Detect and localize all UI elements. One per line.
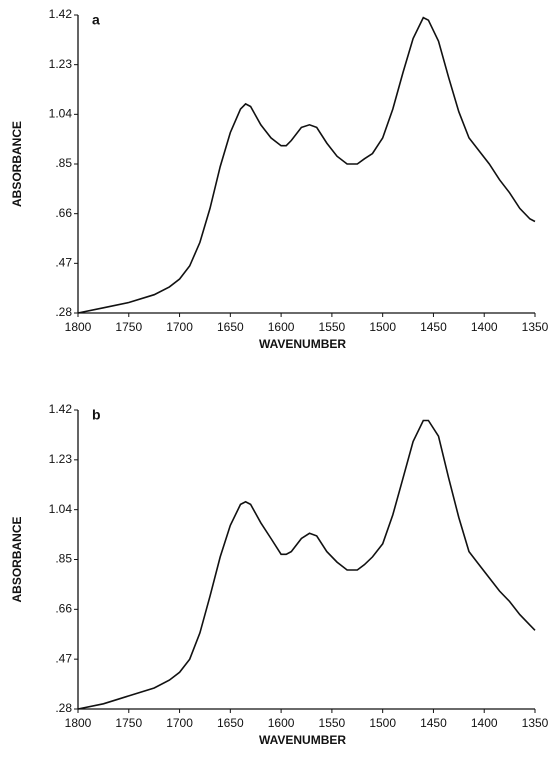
y-tick-label: .28 [55,701,72,715]
y-tick-label: 1.42 [49,7,73,21]
panel-label: b [92,407,101,423]
y-tick-label: .47 [55,256,72,270]
y-tick-label: .85 [55,156,72,170]
x-tick-label: 1600 [268,716,295,730]
y-tick-label: .66 [55,206,72,220]
y-tick-label: 1.04 [49,107,73,121]
y-axis-title: ABSORBANCE [10,121,24,207]
x-tick-label: 1600 [268,320,295,334]
x-tick-label: 1350 [522,320,549,334]
x-tick-label: 1700 [166,716,193,730]
y-tick-label: .28 [55,305,72,319]
panel-label: a [92,12,100,28]
x-tick-label: 1550 [319,716,346,730]
y-tick-label: 1.42 [49,402,73,416]
y-tick-label: 1.04 [49,502,73,516]
y-tick-label: .66 [55,602,72,616]
x-tick-label: 1550 [319,320,346,334]
y-tick-label: 1.23 [49,57,73,71]
x-tick-label: 1650 [217,320,244,334]
spectrum-line [77,419,536,710]
y-tick-label: .47 [55,651,72,665]
x-tick-label: 1450 [420,320,447,334]
spectrum-line [77,16,536,314]
y-tick-label: .85 [55,552,72,566]
x-tick-label: 1700 [166,320,193,334]
x-tick-label: 1350 [522,716,549,730]
x-tick-label: 1750 [115,320,142,334]
x-tick-label: 1800 [65,716,92,730]
x-tick-label: 1800 [65,320,92,334]
x-tick-label: 1500 [369,320,396,334]
x-tick-label: 1650 [217,716,244,730]
x-tick-label: 1450 [420,716,447,730]
x-tick-label: 1500 [369,716,396,730]
x-axis-title: WAVENUMBER [259,733,346,747]
x-tick-label: 1400 [471,716,498,730]
x-tick-label: 1400 [471,320,498,334]
x-tick-label: 1750 [115,716,142,730]
y-axis-title: ABSORBANCE [10,516,24,602]
x-axis-title: WAVENUMBER [259,337,346,351]
y-tick-label: 1.23 [49,452,73,466]
